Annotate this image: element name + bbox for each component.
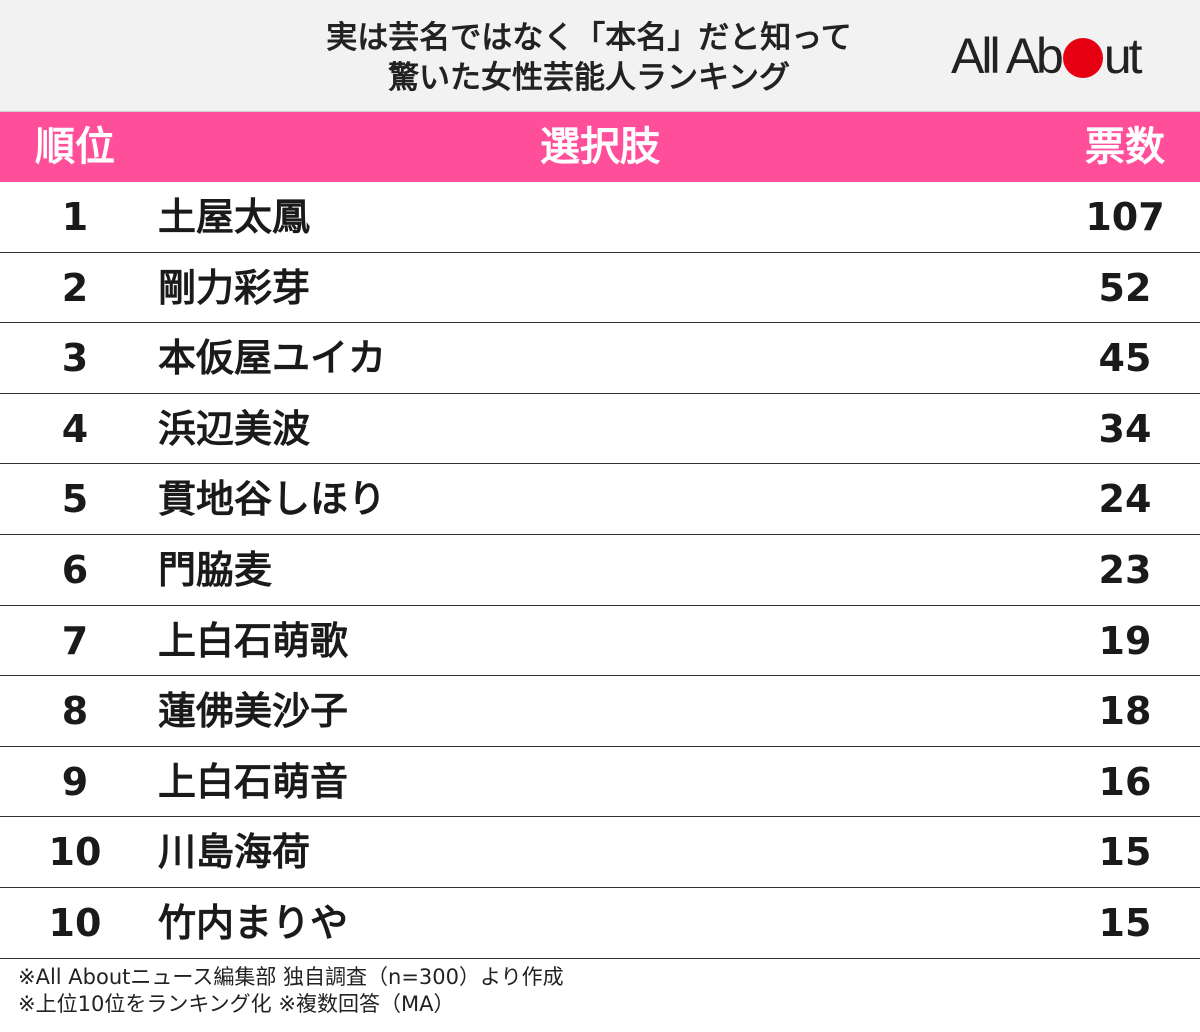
footnote-method: ※上位10位をランキング化 ※複数回答（MA） xyxy=(18,992,455,1016)
rank-cell: 8 xyxy=(61,689,89,734)
rank-cell: 5 xyxy=(61,477,89,522)
votes-cell: 24 xyxy=(1098,477,1152,522)
rank-cell: 2 xyxy=(61,265,89,310)
logo-text-right: ut xyxy=(1103,28,1143,84)
votes-cell: 34 xyxy=(1098,406,1152,451)
rank-cell: 1 xyxy=(61,195,89,239)
name-cell: 浜辺美波 xyxy=(158,406,311,451)
table-row: 4 浜辺美波 34 xyxy=(0,394,1200,465)
table-row: 8 蓮佛美沙子 18 xyxy=(0,676,1200,747)
table-row: 3 本仮屋ユイカ 45 xyxy=(0,323,1200,394)
header: 実は芸名ではなく「本名」だと知って 驚いた女性芸能人ランキング All Ab ut xyxy=(0,0,1200,112)
rank-cell: 10 xyxy=(48,900,102,945)
name-cell: 上白石萌音 xyxy=(158,759,349,804)
table-row: 6 門脇麦 23 xyxy=(0,535,1200,606)
votes-cell: 16 xyxy=(1098,759,1152,804)
name-cell: 剛力彩芽 xyxy=(158,265,311,310)
column-header-votes: 票数 xyxy=(1085,124,1165,170)
votes-cell: 23 xyxy=(1098,547,1152,592)
name-cell: 上白石萌歌 xyxy=(158,618,349,663)
table-body: 1 土屋太鳳 107 2 剛力彩芽 52 3 本仮屋ユイカ 45 4 浜辺美波 34 5 貫地谷しほり 24… xyxy=(0,182,1200,959)
table-row: 5 貫地谷しほり 24 xyxy=(0,464,1200,535)
title-line-1: 実は芸名ではなく「本名」だと知って xyxy=(326,20,852,56)
votes-cell: 18 xyxy=(1098,689,1152,734)
rank-cell: 3 xyxy=(61,336,89,381)
votes-cell: 15 xyxy=(1098,900,1152,945)
table-row: 9 上白石萌音 16 xyxy=(0,747,1200,818)
title-line-2: 驚いた女性芸能人ランキング xyxy=(387,60,791,96)
name-cell: 川島海荷 xyxy=(158,830,311,875)
votes-cell: 45 xyxy=(1098,336,1152,381)
name-cell: 竹内まりや xyxy=(158,900,349,945)
rank-cell: 6 xyxy=(61,547,89,592)
name-cell: 蓮佛美沙子 xyxy=(158,689,349,734)
logo-text-left: All Ab xyxy=(951,28,1064,84)
votes-cell: 107 xyxy=(1085,195,1165,239)
name-cell: 門脇麦 xyxy=(158,547,273,592)
name-cell: 貫地谷しほり xyxy=(158,477,387,522)
table-row: 1 土屋太鳳 107 xyxy=(0,182,1200,253)
votes-cell: 19 xyxy=(1098,618,1152,663)
footnote-survey: ※All Aboutニュース編集部 独自調査（n=300）より作成 xyxy=(18,965,564,989)
chart-title: 実は芸名ではなく「本名」だと知って 驚いた女性芸能人ランキング xyxy=(0,18,1178,98)
name-cell: 土屋太鳳 xyxy=(158,195,311,239)
name-cell: 本仮屋ユイカ xyxy=(158,336,387,381)
rank-cell: 4 xyxy=(61,406,89,451)
column-header-rank: 順位 xyxy=(35,124,115,170)
table-row: 10 竹内まりや 15 xyxy=(0,888,1200,959)
logo-red-dot-icon xyxy=(1062,38,1103,78)
table-row: 2 剛力彩芽 52 xyxy=(0,253,1200,324)
column-header-choice: 選択肢 xyxy=(540,124,660,170)
footnotes: ※All Aboutニュース編集部 独自調査（n=300）より作成 ※上位10位… xyxy=(18,964,564,1018)
votes-cell: 52 xyxy=(1098,265,1152,310)
votes-cell: 15 xyxy=(1098,830,1152,875)
rank-cell: 7 xyxy=(61,618,89,663)
table-row: 10 川島海荷 15 xyxy=(0,817,1200,888)
table-header: 順位 選択肢 票数 xyxy=(0,112,1200,182)
rank-cell: 10 xyxy=(48,830,102,875)
table-row: 7 上白石萌歌 19 xyxy=(0,606,1200,677)
allabout-logo: All Ab ut xyxy=(951,28,1143,84)
rank-cell: 9 xyxy=(61,759,89,804)
